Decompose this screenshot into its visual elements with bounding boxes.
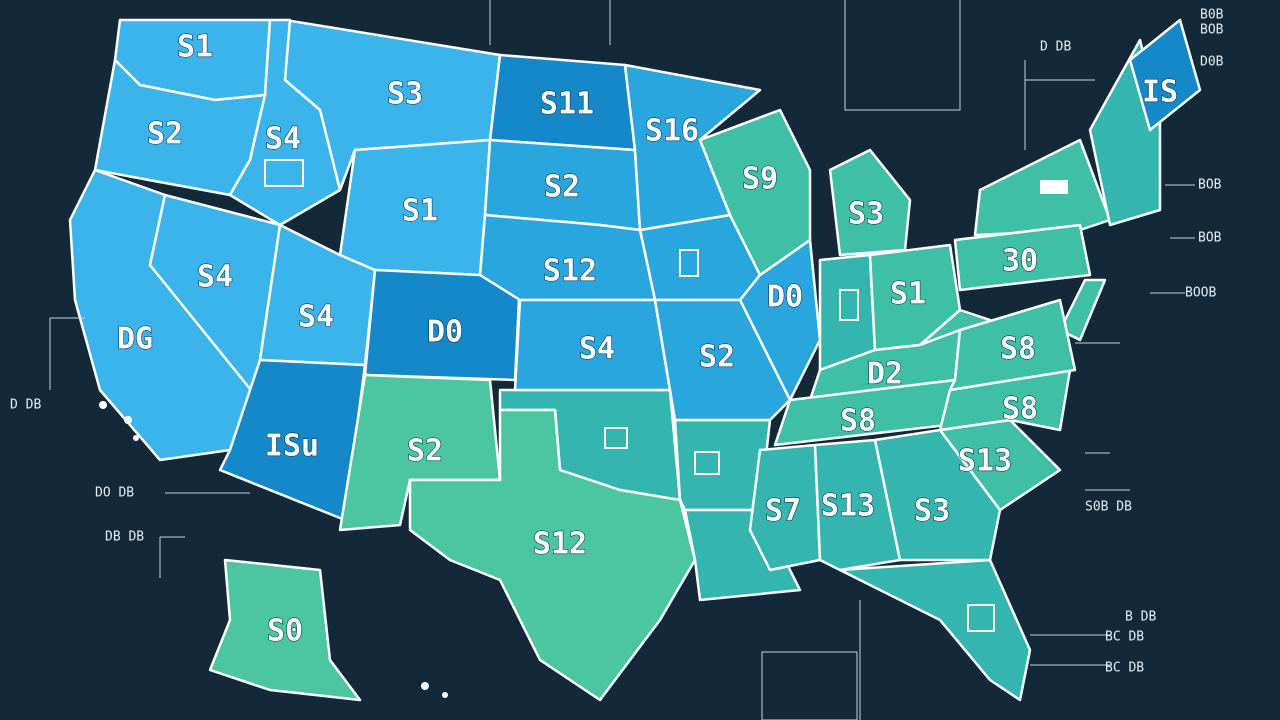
annotation: BC DB: [1105, 630, 1144, 645]
callout-line: [1150, 184, 1195, 294]
state: [953, 223, 1092, 292]
state-label: S1: [402, 194, 438, 229]
state-label: S8: [840, 404, 876, 439]
annotation: D DB: [1040, 40, 1071, 55]
annotation: DB DB: [105, 530, 144, 545]
state: [838, 558, 1032, 702]
state-label: S1: [890, 277, 926, 312]
state: [868, 243, 962, 352]
state: [408, 408, 697, 702]
annotation: BOB: [1200, 23, 1224, 38]
state-label: D0: [767, 280, 803, 315]
annotation: D DB: [10, 398, 41, 413]
state-label: S4: [579, 332, 615, 367]
icon: [1040, 180, 1068, 194]
state-labels: S1 S2 DG S4 S4 S3 S1 S4 ISu D0 S2 S11 S2 S12 S4 S12 S16 D…: [116, 29, 1178, 649]
callout-line: [49, 317, 85, 390]
state-label: 30: [1002, 244, 1038, 279]
annotation: BOB: [1198, 178, 1222, 193]
state-label: D2: [867, 357, 903, 392]
state-label: S4: [197, 260, 233, 295]
callout-line: [489, 0, 611, 45]
state: [1058, 278, 1107, 342]
annotation: B DB: [1125, 610, 1156, 625]
island: [442, 692, 448, 698]
annotation: BOB: [1198, 231, 1222, 246]
state: [698, 108, 812, 277]
bar-icon: [694, 451, 720, 475]
callout-lines: [49, 0, 1195, 720]
state-label: S13: [958, 444, 1012, 479]
icon: [839, 289, 859, 321]
bar-icon: [604, 427, 628, 449]
states: [68, 18, 1202, 702]
callout-line: [844, 0, 961, 111]
callout-line: [859, 600, 1110, 720]
annotation: D0B: [1200, 55, 1224, 70]
state: [828, 148, 912, 257]
icon: [967, 604, 995, 632]
state-label: S2: [147, 117, 183, 152]
state-label: S7: [765, 494, 801, 529]
island: [133, 435, 139, 441]
callout-line: [1024, 60, 1095, 150]
state-label: S2: [407, 434, 443, 469]
state-label: S3: [914, 494, 950, 529]
annotation: B0B: [1200, 8, 1224, 23]
state: [813, 438, 902, 572]
state: [948, 298, 1077, 392]
state-label: S12: [533, 527, 587, 562]
state: [873, 428, 1002, 562]
icons: [99, 159, 1068, 698]
state-label: S1: [177, 30, 213, 65]
annotation: BC DB: [1105, 661, 1144, 676]
state-label: S2: [544, 170, 580, 205]
state: [218, 358, 367, 522]
state-label: D0: [427, 315, 463, 350]
callout-line: [1075, 342, 1130, 491]
state: [228, 18, 342, 227]
state-label: S11: [540, 87, 594, 122]
state-label: S4: [265, 122, 301, 157]
state-label: S13: [821, 489, 875, 524]
state-label: DG: [117, 322, 153, 357]
state-label: S12: [543, 254, 597, 289]
state-label: S8: [1002, 392, 1038, 427]
state-label: S4: [298, 300, 334, 335]
state-label: S3: [848, 197, 884, 232]
state: [208, 558, 362, 702]
island: [99, 401, 107, 409]
state-label: S16: [645, 114, 699, 149]
building-icon: [264, 159, 304, 187]
state: [653, 298, 792, 422]
annotation: DO DB: [95, 486, 134, 501]
state-label: S9: [742, 162, 778, 197]
state-label: S3: [387, 77, 423, 112]
state-label: S2: [699, 340, 735, 375]
callout-line: [159, 492, 250, 578]
icon: [679, 249, 699, 277]
state-label: IS: [1142, 75, 1178, 110]
annotation: S0B DB: [1085, 500, 1132, 515]
island: [421, 682, 429, 690]
annotation: BOOB: [1185, 286, 1216, 301]
state: [748, 443, 822, 572]
island: [124, 416, 132, 424]
state-label: S8: [1000, 332, 1036, 367]
state-label: S0: [267, 614, 303, 649]
chart-icon-frame: [761, 651, 858, 720]
state: [1128, 18, 1202, 132]
state-label: ISu: [265, 429, 319, 464]
